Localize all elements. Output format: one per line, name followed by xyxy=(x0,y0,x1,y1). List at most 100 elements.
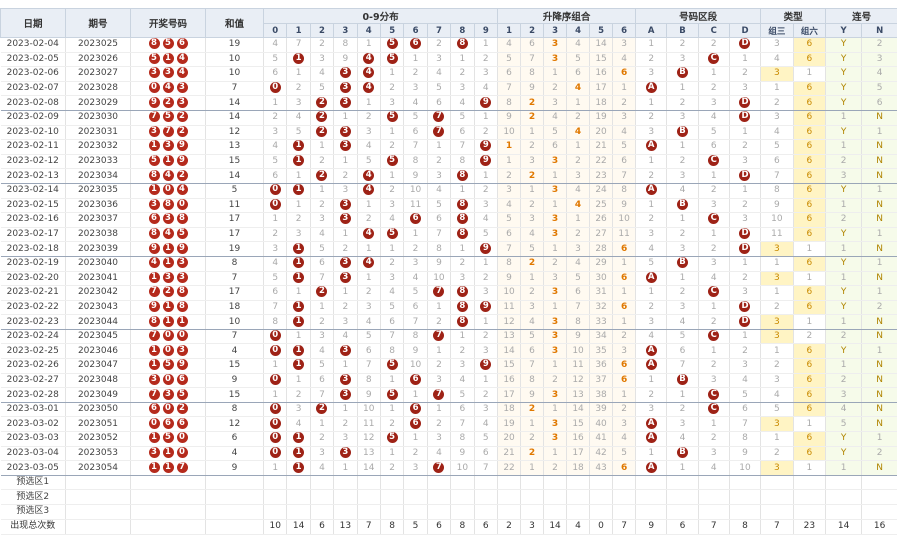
sum-cell: 6 xyxy=(205,431,264,447)
zone-omission: 2 xyxy=(729,271,762,287)
sum-cell: 10 xyxy=(205,314,264,330)
zone-omission: 1 xyxy=(729,183,762,199)
order-omission: 39 xyxy=(589,402,614,418)
empty-cell xyxy=(310,489,335,505)
trend-table: 日期 期号 开奖号码 和值 0-9分布 升降序组合 号码区段 类型 连号 0 1 2 3 4 5 6 7 8 9 1 2… xyxy=(0,8,897,535)
issue-cell: 2023046 xyxy=(65,343,131,360)
digits-omission: 1 xyxy=(450,52,475,68)
empty-cell xyxy=(760,489,794,505)
digits-omission: 3 xyxy=(380,95,405,111)
digits-omission: 1 xyxy=(262,95,288,111)
digits-omission: 3 xyxy=(474,285,499,301)
issue-cell: 2023038 xyxy=(65,227,131,243)
digits-hit: 9 xyxy=(480,96,492,108)
type-hit: 6 xyxy=(793,81,827,97)
consec-hit: N xyxy=(861,416,897,433)
digits-hit: 4 xyxy=(363,184,375,196)
order-omission: 1 xyxy=(612,387,637,403)
date-cell: 2023-02-20 xyxy=(0,271,66,287)
type-omission: 4 xyxy=(760,52,794,68)
digits-omission: 1 xyxy=(310,139,335,155)
sum-cell: 17 xyxy=(205,212,264,228)
zone-omission: 2 xyxy=(729,66,762,82)
order-omission: 1 xyxy=(612,81,637,97)
sum-cell: 17 xyxy=(205,227,264,243)
total-zone: 9 xyxy=(635,518,668,535)
zone-hit: C xyxy=(708,52,720,64)
order-omission: 4 xyxy=(566,37,591,53)
column-header: 6 xyxy=(612,23,637,38)
consec-omission: 1 xyxy=(825,358,863,374)
order-omission: 1 xyxy=(543,66,568,82)
order-omission: 5 xyxy=(612,139,637,155)
order-omission: 3 xyxy=(566,241,591,257)
order-omission: 33 xyxy=(589,314,614,330)
zone-omission: 1 xyxy=(666,81,699,97)
zone-hit: A xyxy=(645,271,657,283)
digits-omission: 3 xyxy=(427,431,452,447)
order-omission: 1 xyxy=(543,358,568,374)
digits-omission: 2 xyxy=(380,81,405,97)
zone-omission: 1 xyxy=(729,52,762,68)
digits-omission: 3 xyxy=(333,431,358,447)
digits-omission: 4 xyxy=(310,66,335,82)
zone-omission: 3 xyxy=(635,125,668,141)
column-header: 3 xyxy=(333,23,358,38)
ball: 0 xyxy=(176,446,188,458)
digits-omission: 4 xyxy=(262,256,288,272)
empty-cell xyxy=(427,475,452,491)
zone-omission: 4 xyxy=(666,183,699,199)
zone-hit: C xyxy=(708,330,720,342)
order-hit: 3 xyxy=(543,154,568,170)
issue-cell: 2023026 xyxy=(65,52,131,68)
empty-cell xyxy=(357,475,381,491)
empty-cell xyxy=(612,489,637,505)
type-hit: 6 xyxy=(793,110,827,126)
type-hit: 6 xyxy=(793,387,827,403)
totals-label: 出现总次数 xyxy=(0,518,66,535)
digits-omission: 7 xyxy=(310,271,335,287)
zone-hit: D xyxy=(739,169,751,181)
order-omission: 1 xyxy=(543,402,568,418)
digits-omission: 3 xyxy=(262,241,288,257)
issue-cell: 2023032 xyxy=(65,139,131,155)
order-omission: 6 xyxy=(566,285,591,301)
sum-cell: 14 xyxy=(205,95,264,111)
zone-hit: C xyxy=(708,403,720,415)
digits-omission: 2 xyxy=(450,66,475,82)
order-omission: 1 xyxy=(566,212,591,228)
digits-omission: 2 xyxy=(286,212,311,228)
digits-hit: 4 xyxy=(363,169,375,181)
digits-hit-cell: 0 xyxy=(262,343,288,360)
date-cell: 2023-03-02 xyxy=(0,416,66,433)
sum-cell: 15 xyxy=(205,387,264,403)
digits-omission: 7 xyxy=(450,139,475,155)
digits-omission: 4 xyxy=(262,37,288,53)
digits-omission: 2 xyxy=(450,343,475,360)
total-consec: 16 xyxy=(861,518,897,535)
consec-omission: 4 xyxy=(825,402,863,418)
ball: 5 xyxy=(148,52,160,64)
column-header: 2 xyxy=(520,23,545,38)
ball: 3 xyxy=(162,271,174,283)
total-digits: 8 xyxy=(380,518,405,535)
digits-omission: 5 xyxy=(262,271,288,287)
digits-hit-cell: 1 xyxy=(286,183,311,199)
order-hit: 3 xyxy=(543,387,568,403)
empty-cell xyxy=(566,504,591,520)
header-cell: 和值 xyxy=(205,8,264,38)
order-omission: 17 xyxy=(566,446,591,462)
order-omission: 16 xyxy=(566,431,591,447)
ball: 0 xyxy=(148,417,160,429)
zone-omission: 2 xyxy=(635,168,668,184)
consec-hit: Y xyxy=(825,431,863,447)
digits-hit: 0 xyxy=(269,417,281,429)
ball: 8 xyxy=(148,169,160,181)
digits-omission: 1 xyxy=(286,285,311,301)
draw-row: 2023-02-28 2023049 7 3 5 15 1 2 7 3 9 5 1 7 5 2 17 9 3 13 38… xyxy=(0,387,897,403)
consec-omission: 5 xyxy=(861,81,897,97)
digits-hit-cell: 9 xyxy=(474,358,499,374)
